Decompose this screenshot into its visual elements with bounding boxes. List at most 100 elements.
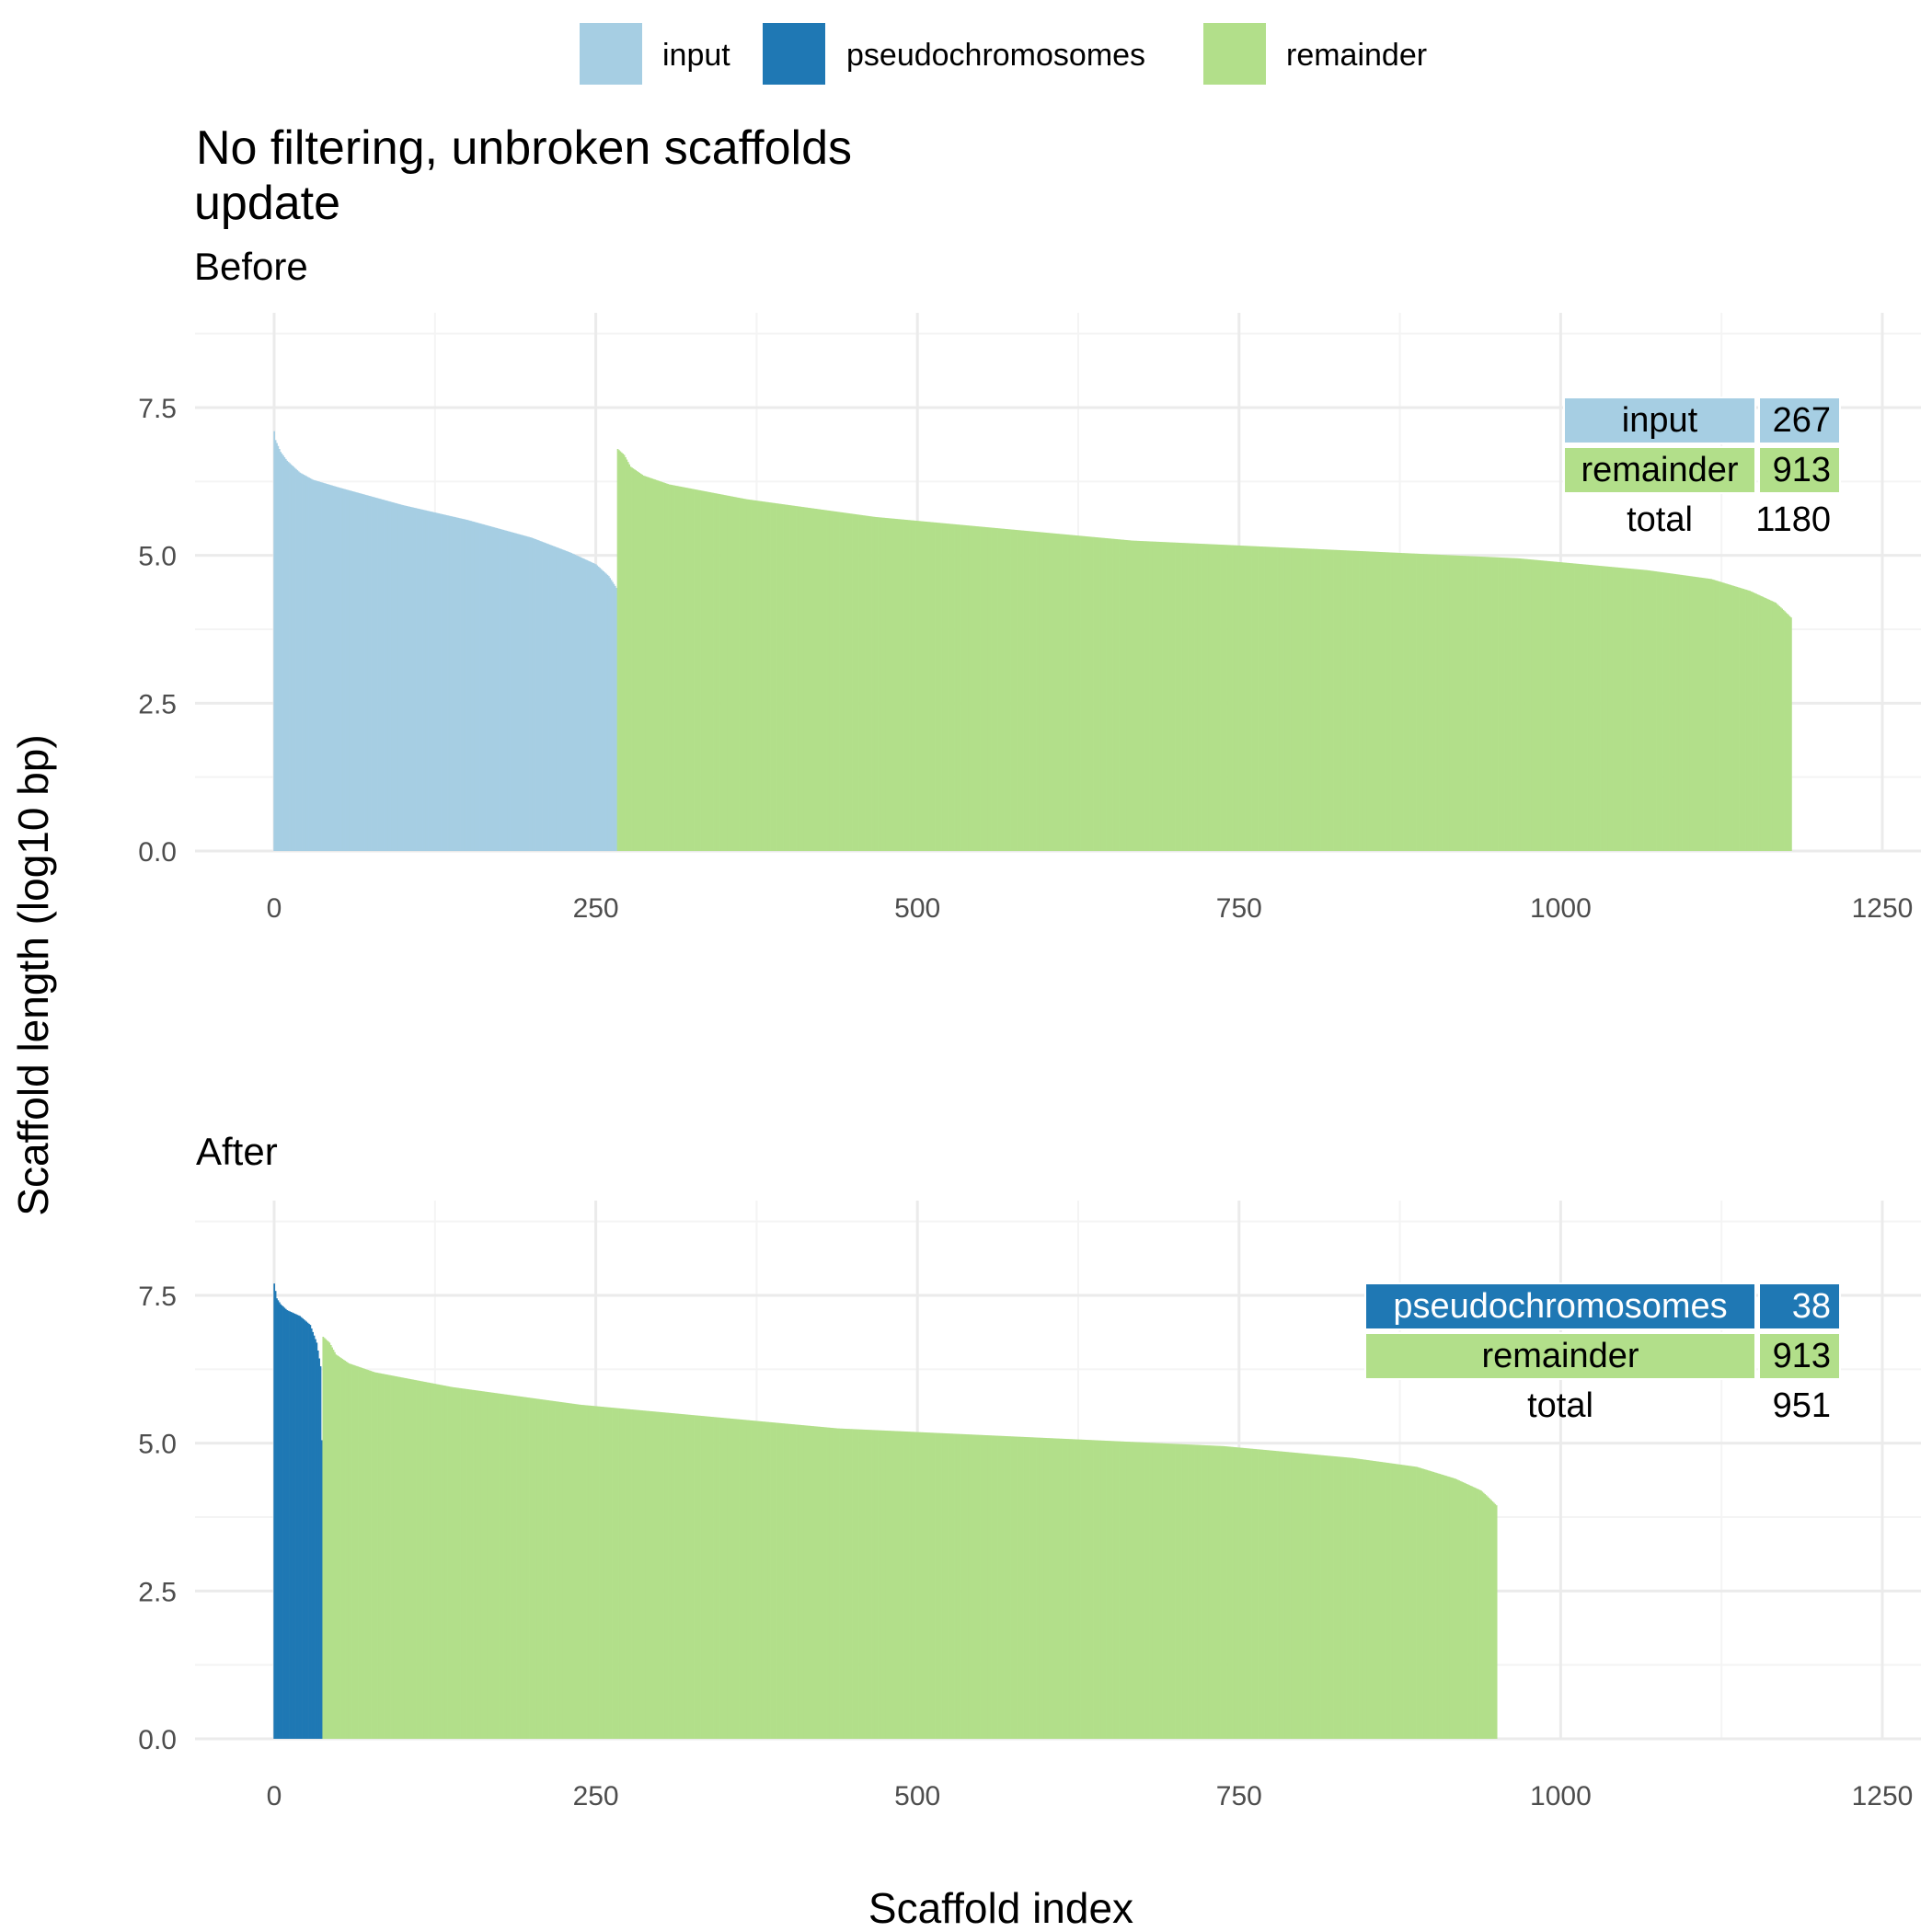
- bar-pseudochromosomes: [308, 1323, 310, 1739]
- bar-remainder: [1360, 1459, 1363, 1739]
- bar-remainder: [744, 1420, 746, 1739]
- bar-remainder: [555, 1401, 558, 1739]
- bar-remainder: [714, 1417, 717, 1739]
- bar-remainder: [652, 478, 655, 851]
- bar-remainder: [573, 1403, 575, 1739]
- bar-remainder: [868, 1430, 870, 1739]
- bar-input: [277, 445, 280, 851]
- bar-input: [488, 525, 490, 851]
- bar-remainder: [830, 1427, 833, 1739]
- bar-remainder: [1395, 1464, 1397, 1739]
- bar-remainder: [409, 1379, 412, 1739]
- bar-remainder: [980, 526, 982, 851]
- bar-input: [546, 543, 548, 851]
- bar-remainder: [523, 1397, 525, 1739]
- bar-input: [431, 512, 434, 851]
- bar-remainder: [1203, 544, 1206, 851]
- bar-remainder: [709, 1416, 712, 1739]
- bar-input: [406, 506, 408, 851]
- bar-remainder: [696, 1415, 699, 1739]
- bar-remainder: [1474, 556, 1476, 851]
- bar-remainder: [871, 516, 874, 851]
- bar-remainder: [1779, 607, 1782, 851]
- bar-input: [359, 493, 362, 851]
- bar-remainder: [639, 1409, 642, 1739]
- bar-remainder: [1229, 545, 1232, 851]
- bar-remainder: [1059, 534, 1062, 851]
- bar-remainder: [1203, 1444, 1206, 1739]
- bar-remainder: [1171, 542, 1174, 851]
- bar-remainder: [560, 1402, 562, 1739]
- bar-input: [278, 448, 281, 851]
- bar-remainder: [868, 516, 871, 851]
- bar-input: [603, 571, 605, 851]
- bar-remainder: [649, 477, 651, 851]
- bar-remainder: [1433, 554, 1436, 851]
- bar-remainder: [1138, 540, 1140, 851]
- bar-remainder: [1507, 558, 1510, 851]
- bar-remainder: [326, 1340, 328, 1739]
- bar-input: [273, 431, 276, 851]
- bar-remainder: [649, 1410, 651, 1739]
- bar-remainder: [499, 1393, 500, 1739]
- bar-remainder: [1548, 560, 1550, 851]
- bar-remainder: [961, 524, 964, 851]
- bar-remainder: [1579, 564, 1581, 851]
- bar-remainder: [1022, 530, 1024, 851]
- bar-remainder: [644, 1410, 646, 1739]
- bar-remainder: [833, 1428, 835, 1739]
- bar-remainder: [1524, 558, 1526, 851]
- bar-remainder: [460, 1387, 462, 1739]
- bar-remainder: [1320, 549, 1323, 851]
- bar-pseudochromosomes: [287, 1310, 290, 1739]
- bar-remainder: [603, 1407, 605, 1739]
- bar-remainder: [1052, 533, 1054, 851]
- bar-remainder: [1366, 551, 1369, 851]
- bar-remainder: [746, 1420, 749, 1739]
- bar-remainder: [1347, 1457, 1350, 1739]
- bar-remainder: [703, 490, 706, 851]
- bar-remainder: [677, 1413, 680, 1739]
- bar-remainder: [1694, 576, 1696, 851]
- bar-remainder: [1575, 563, 1578, 851]
- bar-remainder: [855, 1429, 857, 1739]
- bar-remainder: [1752, 592, 1754, 851]
- bar-remainder: [1488, 1497, 1490, 1739]
- bar-remainder: [1091, 1440, 1094, 1739]
- bar-remainder: [926, 1432, 929, 1739]
- bar-remainder: [622, 454, 625, 851]
- bar-remainder: [1627, 568, 1629, 851]
- bar-remainder: [716, 493, 719, 851]
- bar-remainder: [1029, 531, 1030, 851]
- bar-remainder: [765, 1421, 768, 1739]
- bar-remainder: [829, 511, 832, 851]
- bar-remainder: [996, 1435, 998, 1739]
- bar-input: [390, 501, 393, 851]
- bar-remainder: [1181, 543, 1184, 851]
- bar-remainder: [1178, 542, 1180, 851]
- bar-remainder: [955, 523, 958, 851]
- bar-remainder: [819, 509, 821, 851]
- bar-remainder: [1732, 585, 1734, 851]
- bar-input: [349, 490, 351, 851]
- bar-input: [520, 535, 523, 851]
- bar-input: [505, 530, 507, 851]
- bar-remainder: [1283, 1451, 1285, 1739]
- bar-remainder: [1481, 1491, 1484, 1739]
- bar-remainder: [1052, 1438, 1054, 1739]
- bar-remainder: [1197, 543, 1200, 851]
- bar-input: [322, 482, 325, 851]
- bar-remainder: [1027, 531, 1029, 851]
- bar-input: [584, 559, 587, 851]
- bar-remainder: [738, 1419, 740, 1739]
- bar-remainder: [1201, 544, 1203, 851]
- bar-remainder: [719, 1417, 722, 1739]
- bar-remainder: [984, 526, 987, 851]
- bar-remainder: [1020, 1436, 1023, 1739]
- bar-remainder: [396, 1376, 397, 1739]
- bar-remainder: [878, 517, 880, 851]
- bar-remainder: [507, 1395, 510, 1739]
- bar-remainder: [1007, 1436, 1010, 1739]
- bar-remainder: [772, 1422, 775, 1739]
- bar-remainder: [1248, 546, 1251, 851]
